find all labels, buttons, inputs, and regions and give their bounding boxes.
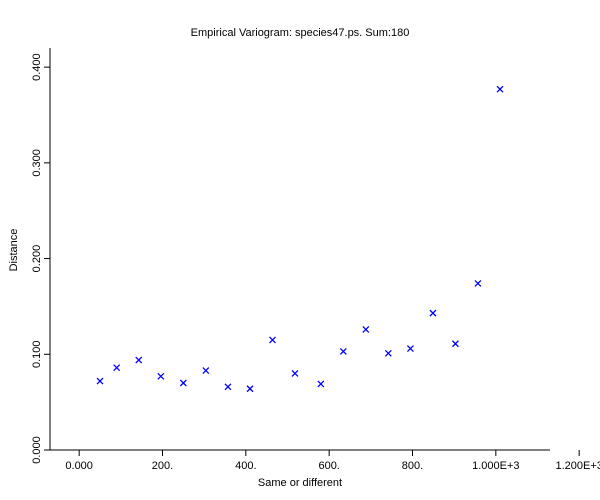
y-tick-label: 0.300 <box>31 149 43 177</box>
x-tick-label: 600. <box>318 460 339 472</box>
data-point <box>429 309 437 317</box>
data-point <box>384 349 392 357</box>
x-tick-label: 1.000E+3 <box>472 460 519 472</box>
y-tick-label: 0.200 <box>31 245 43 273</box>
y-tick-label: 0.400 <box>31 53 43 81</box>
data-point <box>157 372 165 380</box>
x-axis-label: Same or different <box>258 477 342 489</box>
data-point <box>179 379 187 387</box>
x-tick-label: 400. <box>235 460 256 472</box>
data-point <box>496 85 504 93</box>
data-point <box>113 364 121 372</box>
x-tick-label: 200. <box>152 460 173 472</box>
y-tick-label: 0.100 <box>31 341 43 369</box>
data-point <box>224 383 232 391</box>
chart-title: Empirical Variogram: species47.ps. Sum:1… <box>191 27 410 39</box>
data-point <box>317 380 325 388</box>
data-points <box>96 85 504 393</box>
data-point <box>451 340 459 348</box>
data-point <box>246 385 254 393</box>
data-point <box>135 356 143 364</box>
x-tick-label: 800. <box>402 460 423 472</box>
y-axis-label: Distance <box>8 229 20 272</box>
y-tick-label: 0.000 <box>31 436 43 464</box>
data-point <box>474 279 482 287</box>
data-point <box>339 347 347 355</box>
axes <box>49 48 550 451</box>
data-point <box>269 336 276 344</box>
data-point <box>291 369 299 377</box>
x-ticks: 0.000 200. 400. 600. 800. 1.000E+3 1.200E+3 <box>65 450 600 472</box>
data-point <box>362 325 370 333</box>
x-tick-label: 0.000 <box>65 460 93 472</box>
data-point <box>96 377 104 385</box>
y-ticks: 0.000 0.100 0.200 0.300 0.400 <box>31 53 50 464</box>
x-tick-label: 1.200E+3 <box>555 460 600 472</box>
data-point <box>202 367 210 375</box>
data-point <box>406 345 414 353</box>
